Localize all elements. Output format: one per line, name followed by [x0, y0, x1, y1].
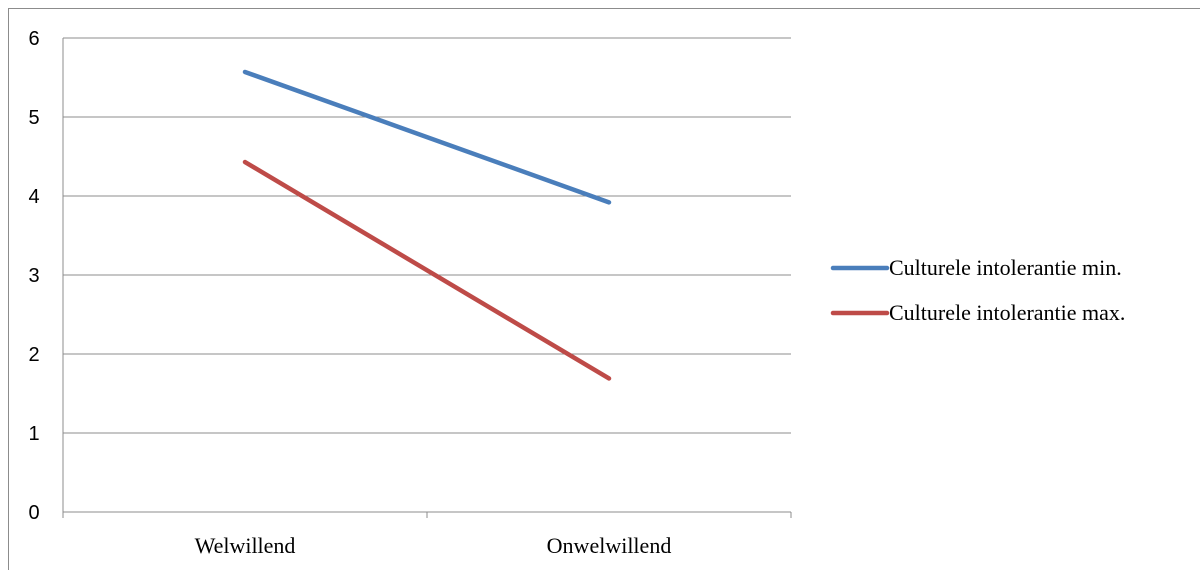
axes — [62, 38, 792, 518]
x-tick-label: Onwelwillend — [547, 533, 672, 558]
series-line-1 — [242, 69, 612, 205]
legend: Culturele intolerantie min. Culturele int… — [830, 255, 1125, 325]
legend-label: Culturele intolerantie max. — [889, 300, 1125, 325]
x-axis-ticks: Welwillend Onwelwillend — [195, 533, 672, 558]
chart-frame — [8, 8, 1200, 570]
y-tick-label: 0 — [28, 502, 39, 524]
x-tick-label: Welwillend — [195, 533, 296, 558]
gridlines — [63, 37, 791, 434]
y-tick-label: 1 — [28, 423, 39, 445]
series-line-2 — [242, 159, 612, 381]
y-tick-label: 5 — [28, 107, 39, 129]
y-tick-label: 4 — [28, 186, 39, 208]
y-tick-label: 2 — [28, 344, 39, 366]
legend-label: Culturele intolerantie min. — [889, 255, 1122, 280]
series-lines — [242, 69, 612, 381]
y-tick-label: 3 — [28, 265, 39, 287]
y-tick-label: 6 — [28, 28, 39, 50]
y-axis-ticks: 0 1 2 3 4 5 6 — [28, 28, 39, 524]
